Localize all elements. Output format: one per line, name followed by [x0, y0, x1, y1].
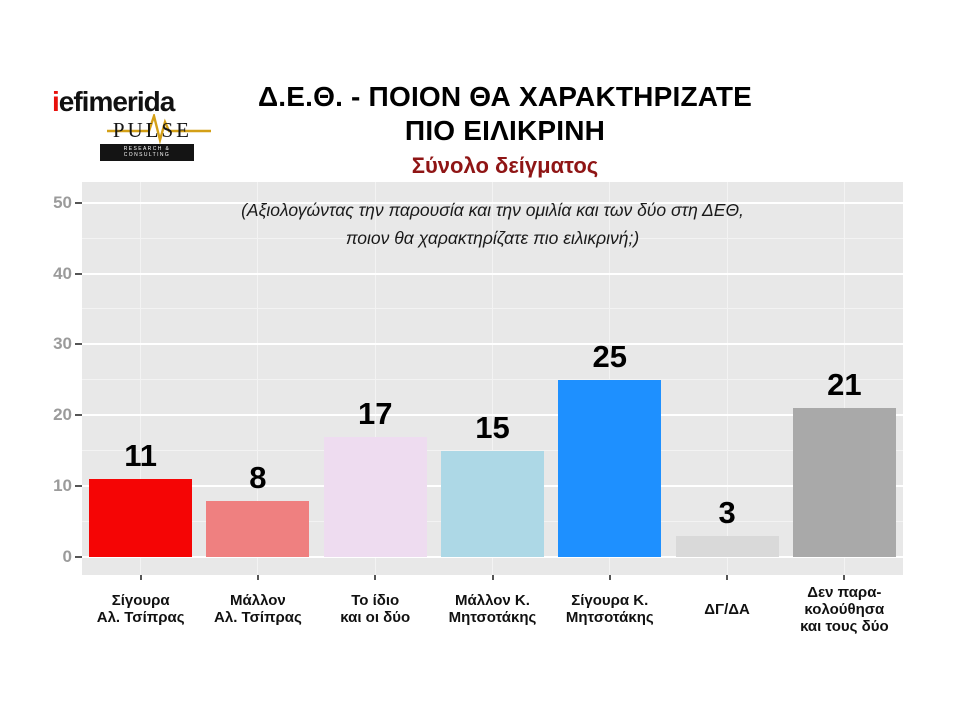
x-axis-tick-mark: [139, 575, 142, 580]
x-axis-label-line: Μητσοτάκης: [448, 609, 537, 626]
y-axis-tick-label: 20: [53, 405, 72, 425]
gridline-vertical: [492, 182, 493, 575]
bar-value-label: 8: [249, 459, 267, 495]
x-axis-tick-mark: [843, 575, 846, 580]
bar-den-parakolouthisa: [792, 408, 896, 558]
bar-value-label: 11: [124, 438, 158, 474]
x-axis-tick-mark: [491, 575, 494, 580]
gridline-major: [82, 414, 903, 417]
x-axis-label-line: Σίγουρα Κ.: [571, 592, 649, 609]
x-axis-label-sigoura-al-tsipras: Σίγουρα Αλ. Τσίπρας: [82, 580, 199, 638]
chart-subtitle: Σύνολο δείγματος: [411, 153, 599, 178]
gridline-major: [82, 201, 903, 204]
pulse-text: PULSE: [112, 118, 192, 142]
x-axis-label-line: Σίγουρα: [111, 592, 170, 609]
chart-title-line2: ΠΙΟ ΕΙΛΙΚΡΙΝΗ: [404, 115, 606, 146]
x-axis-label-line: Μάλλον Κ.: [455, 592, 530, 609]
x-axis-label-line: Αλ. Τσίπρας: [96, 609, 185, 626]
bar-mallon-al-tsipras: [206, 500, 310, 558]
x-axis-label-line: Το ίδιο: [351, 592, 400, 609]
x-axis-tick-mark: [374, 575, 377, 580]
x-axis-label-mallon-al-tsipras: Μάλλον Αλ. Τσίπρας: [199, 580, 316, 638]
x-axis-tick-mark: [726, 575, 729, 580]
bar-sigoura-al-tsipras: [89, 479, 193, 558]
x-axis-label-line: και τους δύο: [800, 617, 889, 635]
iefimerida-pulse-logo: iefimerida PULSE RESEARCH & CONSULTING: [48, 88, 211, 161]
bar-value-label: 17: [357, 395, 393, 431]
iefimerida-wordmark: iefimerida: [48, 88, 194, 116]
x-axis-label-dg-da: ΔΓ/ΔΑ: [668, 580, 785, 638]
x-axis-label-line: και οι δύο: [340, 609, 411, 626]
x-axis-label-line: Αλ. Τσίπρας: [214, 609, 302, 626]
y-axis-tick-mark: [75, 556, 82, 559]
y-axis-tick-mark: [75, 485, 82, 488]
gridline-major: [82, 272, 903, 275]
y-axis-tick-label: 10: [53, 476, 72, 496]
x-axis-label-mallon-k-mitsotakis: Μάλλον Κ. Μητσοτάκης: [434, 580, 551, 638]
y-axis-tick-label: 30: [53, 334, 72, 354]
gridline-vertical: [726, 182, 728, 575]
pulse-waveform-icon: [106, 114, 211, 144]
bar-value-label: 21: [827, 367, 862, 403]
chart-header: Δ.Ε.Θ. - ΠΟΙΟΝ ΘΑ ΧΑΡΑΚΤΗΡΙΖΑΤΕ ΠΙΟ ΕΙΛΙ…: [180, 80, 830, 179]
gridline-vertical: [609, 182, 611, 575]
brand-rest: efimerida: [58, 86, 175, 117]
bar-mallon-k-mitsotakis: [441, 450, 544, 558]
y-axis-tick-label: 40: [53, 263, 72, 283]
x-axis-label-line: κολούθησα: [804, 600, 885, 618]
y-axis-tick-mark: [75, 343, 82, 346]
gridline-major: [82, 556, 903, 559]
x-axis-label-line: Δεν παρα-: [807, 583, 882, 601]
x-axis-tick-mark: [608, 575, 611, 580]
pulse-wordmark: PULSE: [106, 114, 211, 144]
gridline-major: [82, 343, 903, 346]
y-axis-tick-mark: [75, 201, 82, 204]
x-axis-label-line: Μάλλον: [230, 592, 286, 609]
y-axis-tick-mark: [75, 414, 82, 417]
bar-sigoura-k-mitsotakis: [558, 379, 662, 558]
gridline-vertical: [140, 182, 142, 575]
chart-title-line1: Δ.Ε.Θ. - ΠΟΙΟΝ ΘΑ ΧΑΡΑΚΤΗΡΙΖΑΤΕ: [257, 81, 753, 112]
x-axis-label-sigoura-k-mitsotakis: Σίγουρα Κ. Μητσοτάκης: [551, 580, 668, 638]
question-annotation: (Αξιολογώντας την παρουσία και την ομιλί…: [82, 196, 903, 252]
y-axis-tick-label: 50: [53, 192, 72, 212]
bar-to-idio-kai-oi-dyo: [323, 436, 427, 558]
bar-value-label: 25: [592, 338, 628, 374]
y-axis-tick-mark: [75, 272, 82, 275]
question-annotation-line: (Αξιολογώντας την παρουσία και την ομιλί…: [241, 200, 744, 220]
x-axis-tick-mark: [256, 575, 259, 580]
pulse-tagline-banner: RESEARCH & CONSULTING: [100, 144, 194, 161]
plot-panel: [82, 182, 903, 575]
bar-value-label: 3: [718, 494, 736, 530]
brand-letter-i: i: [52, 86, 60, 117]
x-axis-label-line: ΔΓ/ΔΑ: [704, 600, 750, 618]
gridline-vertical: [374, 182, 376, 575]
question-annotation-line: ποιον θα χαρακτηρίζατε πιο ειλικρινή;): [345, 228, 640, 248]
y-axis-tick-label: 0: [62, 547, 72, 567]
x-axis-label-to-idio-kai-oi-dyo: Το ίδιο και οι δύο: [317, 580, 434, 638]
x-axis-label-line: Μητσοτάκης: [565, 609, 654, 626]
bar-dg-da: [675, 535, 779, 558]
x-axis-label-den-parakolouthisa: Δεν παρα-κολούθησα και τους δύο: [786, 580, 903, 638]
gridline-vertical: [257, 182, 259, 575]
bar-value-label: 15: [475, 409, 510, 445]
gridline-vertical: [843, 182, 845, 575]
